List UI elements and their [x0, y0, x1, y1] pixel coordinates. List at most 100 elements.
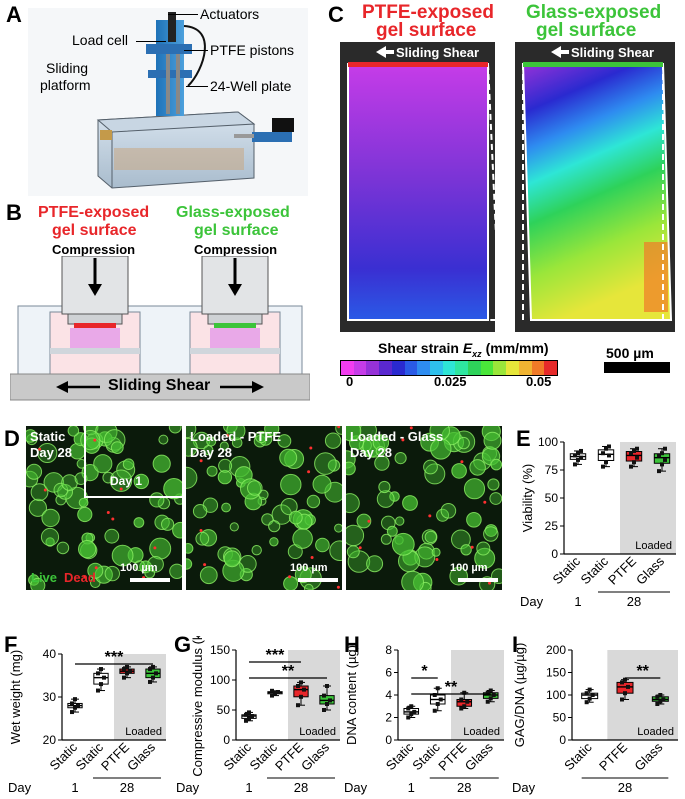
c-right-sliding: Sliding Shear — [571, 45, 655, 60]
dead-cell — [336, 585, 340, 589]
data-point — [660, 451, 664, 456]
panel-letter-h: H — [344, 632, 360, 657]
colorbar-swatch — [404, 361, 418, 375]
category-label: Glass — [124, 739, 158, 773]
colorbar-swatch — [518, 361, 532, 375]
live-cell — [186, 426, 197, 439]
data-point — [302, 687, 306, 692]
live-cell — [489, 492, 502, 505]
dead-cell — [203, 563, 207, 567]
inset-day1-label: Day 1 — [110, 474, 143, 488]
strain-maps — [340, 42, 675, 332]
colorbar-swatch — [442, 361, 456, 375]
category-label: Static — [578, 553, 612, 587]
dead-cell — [435, 558, 439, 561]
data-point — [432, 708, 437, 713]
data-point — [576, 457, 580, 462]
live-cell — [104, 528, 120, 544]
data-point — [620, 680, 624, 685]
live-cell — [430, 438, 452, 460]
dead-cell — [288, 575, 292, 579]
live-cell — [226, 426, 246, 441]
y-tick-label: 30 — [43, 690, 57, 704]
data-point — [587, 696, 592, 701]
dead-cell — [199, 529, 203, 532]
leader-actuators — [168, 14, 198, 15]
live-cell — [490, 458, 502, 471]
loaded-label: Loaded — [463, 726, 500, 738]
day-label: Day — [344, 780, 368, 795]
live-cell — [251, 545, 262, 556]
glass-scale-label: 100 µm — [450, 562, 488, 574]
category-label: PTFE — [596, 739, 630, 773]
data-point — [462, 690, 467, 695]
static-title-2: Day 28 — [30, 445, 72, 460]
c-left-title-2: gel surface — [376, 20, 477, 41]
colorbar-swatch — [429, 361, 443, 375]
live-cell — [186, 558, 193, 570]
data-point — [73, 697, 77, 702]
live-cell — [111, 544, 134, 567]
y-tick-label: 100 — [538, 435, 558, 449]
data-point — [296, 684, 300, 688]
category-label: Static — [409, 739, 443, 773]
data-point — [122, 667, 126, 672]
y-tick-label: 20 — [43, 733, 57, 747]
live-cell — [161, 517, 175, 531]
b-right-title-2: gel surface — [194, 222, 279, 239]
category-label: Glass — [462, 739, 496, 773]
y-tick-label: 4 — [385, 688, 392, 702]
live-cell — [147, 556, 164, 573]
data-point — [663, 457, 667, 462]
live-cell — [45, 537, 55, 547]
live-cell — [483, 431, 502, 450]
y-tick-label: 0 — [223, 733, 230, 747]
live-cell — [466, 512, 482, 528]
live-cell — [134, 560, 145, 572]
dead-cell — [94, 566, 98, 570]
day-group-label: 1 — [574, 594, 581, 609]
micrograph-static: Day 1 Static Day 28 Live Dead 100 µm — [26, 426, 182, 590]
data-point — [635, 455, 639, 460]
live-cell — [40, 527, 60, 547]
day-group-label: 1 — [408, 780, 415, 795]
live-cell — [423, 459, 438, 475]
data-point — [660, 462, 664, 467]
data-point — [244, 712, 248, 717]
data-point — [573, 453, 577, 458]
y-tick-label: 150 — [210, 643, 230, 657]
micrograph-ptfe: Loaded - PTFE Day 28 100 µm — [186, 426, 342, 590]
y-axis-label: Viability (%) — [520, 464, 535, 532]
data-point — [151, 675, 155, 680]
live-cell — [26, 429, 38, 443]
sig-label: * — [421, 663, 428, 680]
live-cell — [240, 478, 262, 500]
live-cell — [56, 541, 70, 555]
live-label: Live — [31, 570, 58, 585]
colorbar-swatch — [379, 361, 392, 375]
data-point — [658, 699, 663, 704]
dead-cell — [409, 426, 413, 430]
day-group-label: 28 — [120, 780, 134, 795]
data-point — [604, 460, 608, 465]
live-cell — [144, 567, 156, 579]
live-cell — [334, 523, 342, 533]
data-point — [102, 675, 106, 680]
y-tick-label: 2 — [385, 711, 392, 725]
live-cell — [206, 436, 217, 447]
day-label: Day — [512, 780, 536, 795]
data-point — [148, 679, 152, 684]
live-cell — [335, 426, 342, 435]
day-label: Day — [176, 780, 200, 795]
live-cell — [314, 452, 337, 475]
category-label: Glass — [298, 739, 332, 773]
data-point — [296, 703, 300, 708]
data-point — [488, 688, 493, 693]
data-point — [629, 464, 633, 469]
sig-label: *** — [266, 647, 285, 664]
live-cell — [223, 550, 241, 568]
dead-cell — [83, 575, 87, 579]
sig-label: ** — [636, 663, 649, 680]
